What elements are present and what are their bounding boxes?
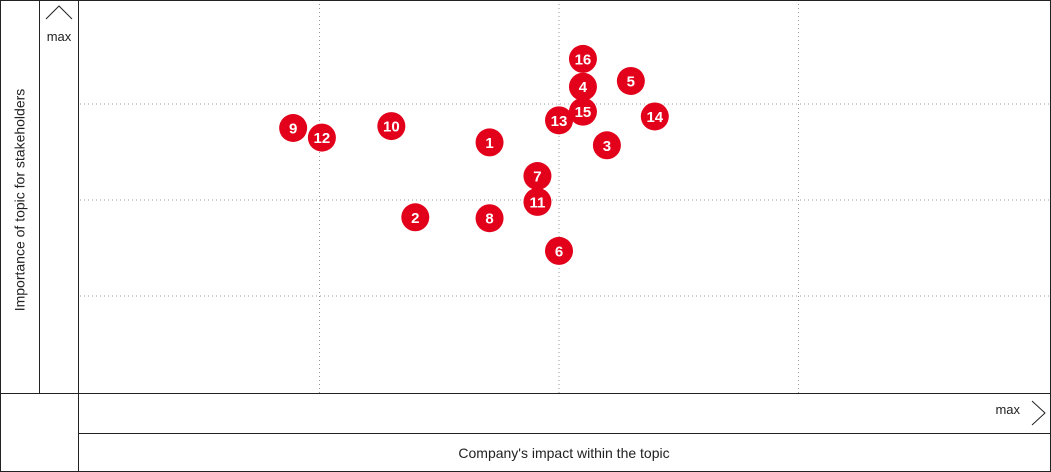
gridlines [80, 4, 1050, 393]
arrow-up-icon [45, 5, 73, 20]
point-label: 3 [603, 138, 611, 155]
data-point-6[interactable]: 6 [545, 236, 573, 265]
arrow-right-icon [1031, 400, 1046, 426]
x-axis-label: Company's impact within the topic [458, 444, 670, 461]
point-label: 4 [579, 79, 588, 96]
point-label: 11 [530, 194, 546, 211]
point-marker [475, 204, 504, 233]
point-label: 10 [383, 119, 400, 136]
point-marker [616, 66, 645, 95]
data-point-2[interactable]: 2 [401, 203, 430, 232]
point-label: 15 [575, 104, 592, 121]
point-marker [523, 187, 552, 216]
data-point-11[interactable]: 11 [523, 187, 552, 216]
point-marker [545, 236, 573, 265]
data-point-16[interactable]: 16 [568, 44, 597, 73]
data-point-9[interactable]: 9 [279, 114, 308, 142]
data-point-13[interactable]: 13 [545, 106, 573, 135]
point-label: 7 [533, 169, 541, 186]
point-label: 13 [551, 113, 568, 130]
point-marker [568, 97, 597, 126]
point-label: 16 [575, 51, 592, 68]
point-label: 14 [646, 109, 663, 126]
x-axis-max-label: max [995, 402, 1020, 417]
point-marker [545, 106, 573, 135]
point-label: 2 [411, 210, 419, 227]
data-point-14[interactable]: 14 [640, 102, 669, 131]
point-label: 9 [289, 121, 297, 138]
y-axis-max-label: max [46, 29, 72, 44]
point-label: 8 [485, 211, 493, 228]
point-marker [377, 112, 406, 141]
point-marker [475, 128, 504, 157]
data-point-7[interactable]: 7 [523, 162, 552, 190]
data-point-12[interactable]: 12 [307, 123, 336, 152]
point-marker [307, 123, 336, 152]
point-marker [568, 72, 597, 101]
point-marker [640, 102, 669, 131]
point-marker [401, 203, 430, 232]
data-point-10[interactable]: 10 [377, 112, 406, 141]
y-axis-label-container: Importance of topic for stakeholders [2, 8, 36, 392]
data-point-8[interactable]: 8 [475, 204, 504, 233]
point-label: 5 [627, 73, 635, 90]
data-point-5[interactable]: 5 [616, 66, 645, 95]
point-label: 12 [314, 130, 331, 147]
data-point-15[interactable]: 15 [568, 97, 597, 126]
point-marker [592, 131, 621, 160]
point-marker [523, 162, 552, 190]
point-marker [279, 114, 308, 142]
point-marker [568, 44, 597, 73]
point-label: 1 [485, 135, 493, 152]
data-point-4[interactable]: 4 [568, 72, 597, 101]
point-label: 6 [555, 243, 563, 260]
data-point-3[interactable]: 3 [592, 131, 621, 160]
y-axis-label: Importance of topic for stakeholders [11, 88, 27, 312]
data-point-1[interactable]: 1 [475, 128, 504, 157]
